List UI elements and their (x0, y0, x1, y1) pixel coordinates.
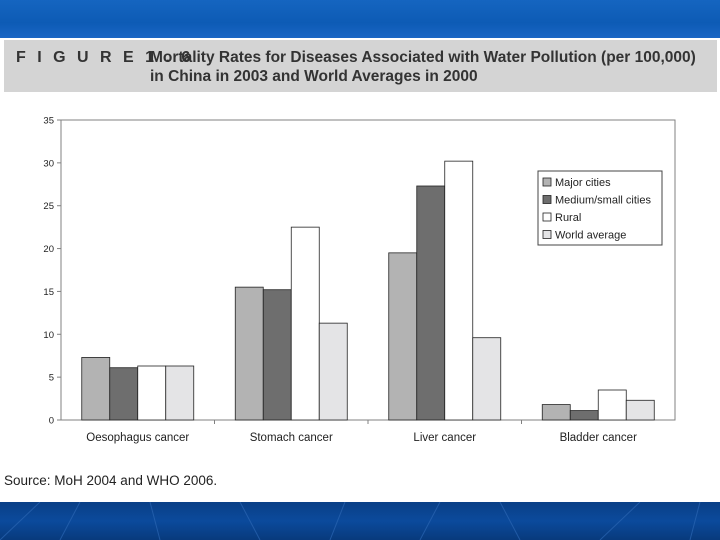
bar (234, 286, 264, 421)
figure-title-box: F I G U R E 1 . 6 Mortality Rates for Di… (4, 40, 717, 92)
figure-title-line-1: Mortality Rates for Diseases Associated … (150, 49, 696, 66)
figure-label: F I G U R E 1 . 6 (16, 49, 194, 66)
bar (541, 404, 571, 421)
y-tick-label: 5 (49, 373, 54, 384)
y-tick-label: 25 (43, 201, 54, 212)
bar (318, 322, 348, 421)
source-note: Source: MoH 2004 and WHO 2006. (4, 473, 218, 488)
y-tick-label: 15 (43, 287, 54, 298)
legend-label: World average (555, 230, 626, 242)
legend-swatch (542, 195, 552, 204)
bar (388, 252, 418, 421)
x-tick-label: Bladder cancer (560, 432, 638, 444)
legend-label: Rural (555, 212, 581, 224)
bar (81, 357, 111, 421)
y-tick-label: 35 (43, 116, 54, 127)
bar-chart: 0 5 10 15 20 25 30 35 Oesophagus cancer Stomach … (43, 116, 676, 444)
bottom-banner (0, 502, 720, 540)
y-tick-label: 0 (49, 416, 54, 427)
legend-swatch (542, 212, 552, 222)
bar (444, 160, 474, 421)
x-tick-label: Stomach cancer (250, 432, 333, 444)
bar (137, 365, 167, 421)
x-tick-label: Oesophagus cancer (86, 432, 189, 444)
bar (262, 289, 292, 421)
bar (569, 410, 599, 421)
bottom-banner-lines (0, 502, 701, 540)
bar (625, 399, 655, 421)
bar (597, 389, 627, 421)
figure-title: Mortality Rates for Diseases Associated … (150, 48, 710, 86)
bar (472, 337, 502, 421)
y-tick-label: 20 (43, 244, 54, 255)
x-tick-label: Liver cancer (413, 432, 476, 444)
y-tick-label: 10 (43, 330, 54, 341)
legend-swatch (542, 230, 552, 239)
legend-box (537, 170, 663, 246)
bar (416, 185, 446, 421)
legend-label: Medium/small cities (555, 195, 651, 207)
bar (165, 365, 195, 421)
y-tick-label: 30 (43, 158, 54, 169)
top-banner (0, 0, 720, 38)
legend-swatch (542, 177, 552, 187)
bar (290, 226, 320, 421)
legend-label: Major cities (555, 177, 611, 189)
figure-title-line-2: in China in 2003 and World Averages in 2… (150, 68, 478, 85)
bar (109, 367, 139, 421)
